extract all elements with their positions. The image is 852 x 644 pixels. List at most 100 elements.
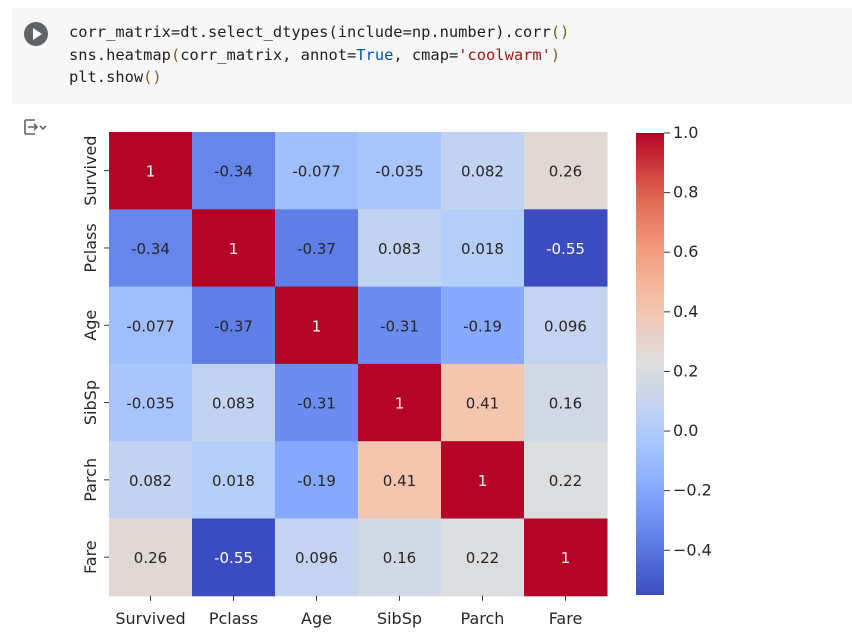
run-cell-button[interactable]	[24, 22, 48, 46]
heatmap-cell	[192, 518, 276, 597]
cell-annotation: 0.082	[461, 163, 504, 181]
colorbar-tick-label: 0.2	[673, 361, 698, 380]
cell-annotation: 1	[395, 395, 405, 413]
cell-annotation: -0.077	[292, 163, 340, 181]
heatmap-cell	[358, 363, 442, 442]
colorbar-tick-label: 0.4	[673, 302, 698, 321]
y-tick-label: Parch	[81, 458, 100, 502]
heatmap-cell	[441, 132, 525, 210]
code-line-1: corr_matrix=dt.select_dtypes(include=np.…	[69, 23, 569, 41]
y-tick-label: Survived	[81, 136, 100, 206]
heatmap-cell	[441, 209, 525, 288]
heatmap-cell	[109, 132, 193, 210]
output-toggle-button[interactable]	[22, 116, 50, 138]
cell-annotation: 1	[146, 163, 156, 181]
cell-annotation: -0.55	[214, 549, 253, 567]
heatmap-cell	[441, 441, 525, 519]
code-token: ()	[550, 23, 570, 41]
code-editor[interactable]: corr_matrix=dt.select_dtypes(include=np.…	[69, 21, 569, 89]
cell-annotation: 1	[561, 549, 571, 567]
x-tick-label: Survived	[115, 609, 185, 628]
cell-annotation: -0.19	[297, 472, 336, 490]
heatmap-cell	[441, 286, 525, 365]
heatmap-cell	[192, 209, 276, 288]
cell-annotation: 0.096	[295, 549, 338, 567]
code-token: plt.show	[69, 68, 144, 86]
heatmap-cell	[275, 286, 359, 365]
code-token: True	[356, 45, 394, 64]
x-tick-label: SibSp	[377, 609, 422, 628]
y-tick-label: Age	[81, 310, 100, 341]
cell-annotation: 0.22	[466, 549, 499, 567]
heatmap-cell	[109, 518, 193, 597]
y-tick-label: Pclass	[81, 223, 100, 272]
heatmap-cell	[358, 518, 442, 597]
heatmap-cell	[275, 441, 359, 519]
code-token: )	[550, 45, 561, 64]
heatmap-cell	[358, 286, 442, 365]
output-collapse-icon	[24, 119, 47, 135]
y-tick-label: SibSp	[81, 380, 100, 425]
cell-annotation: -0.37	[297, 240, 336, 258]
colorbar-tick-label: 0.8	[673, 183, 698, 202]
heatmap-cell	[358, 132, 442, 210]
cell-annotation: 0.41	[466, 395, 499, 413]
cell-annotation: -0.19	[463, 317, 502, 335]
cell-annotation: -0.55	[546, 240, 585, 258]
code-line-2: sns.heatmap(corr_matrix, annot=True, cma…	[69, 46, 560, 64]
heatmap-cell	[275, 363, 359, 442]
heatmap-cell	[441, 518, 525, 597]
cell-annotation: -0.34	[131, 240, 170, 258]
heatmap-cell	[524, 441, 608, 519]
code-cell[interactable]	[12, 8, 852, 104]
cell-annotation: 0.096	[544, 317, 587, 335]
heatmap-cell	[109, 441, 193, 519]
y-tick-label: Fare	[81, 540, 100, 574]
cell-annotation: 0.083	[212, 395, 255, 413]
code-line-3: plt.show()	[69, 68, 162, 86]
cell-annotation: -0.035	[126, 395, 174, 413]
heatmap-cell	[524, 286, 608, 365]
code-token: corr_matrix, annot=	[180, 45, 357, 64]
colorbar-tick-label: 0.0	[673, 421, 698, 440]
heatmap-cell	[192, 363, 276, 442]
code-token: ()	[143, 68, 162, 86]
cell-annotation: 0.083	[378, 240, 421, 258]
cell-annotation: -0.31	[380, 317, 419, 335]
cell-annotation: 1	[478, 472, 488, 490]
heatmap-cell	[109, 286, 193, 365]
cell-annotation: 0.018	[212, 472, 255, 490]
heatmap-cell	[192, 286, 276, 365]
code-token: , cmap=	[393, 45, 459, 64]
cell-annotation: 1	[312, 317, 322, 335]
cell-annotation: 0.16	[549, 395, 582, 413]
heatmap-cell	[109, 363, 193, 442]
heatmap-cell	[524, 132, 608, 210]
cell-annotation: -0.34	[214, 163, 253, 181]
heatmap-cell	[441, 363, 525, 442]
x-tick-label: Fare	[549, 609, 583, 628]
cell-annotation: -0.37	[214, 317, 253, 335]
heatmap-cell	[524, 209, 608, 288]
heatmap-cell	[275, 132, 359, 210]
cell-annotation: 0.26	[134, 549, 167, 567]
x-tick-label: Parch	[461, 609, 505, 628]
cell-annotation: 0.41	[383, 472, 416, 490]
code-token: sns.heatmap	[69, 45, 171, 64]
heatmap-cell	[192, 441, 276, 519]
colorbar-tick-label: 0.6	[673, 242, 698, 261]
heatmap-cell	[524, 518, 608, 597]
heatmap-cell	[358, 441, 442, 519]
cell-annotation: -0.31	[297, 395, 336, 413]
cell-annotation: -0.035	[375, 163, 423, 181]
cell-annotation: 0.26	[549, 163, 582, 181]
colorbar	[636, 133, 664, 595]
heatmap-cell	[524, 363, 608, 442]
cell-annotation: -0.077	[126, 317, 174, 335]
heatmap-cell	[358, 209, 442, 288]
cell-annotation: 0.018	[461, 240, 504, 258]
code-token: 'coolwarm'	[458, 45, 551, 64]
heatmap-cell	[192, 132, 276, 210]
code-token: (	[170, 45, 181, 64]
